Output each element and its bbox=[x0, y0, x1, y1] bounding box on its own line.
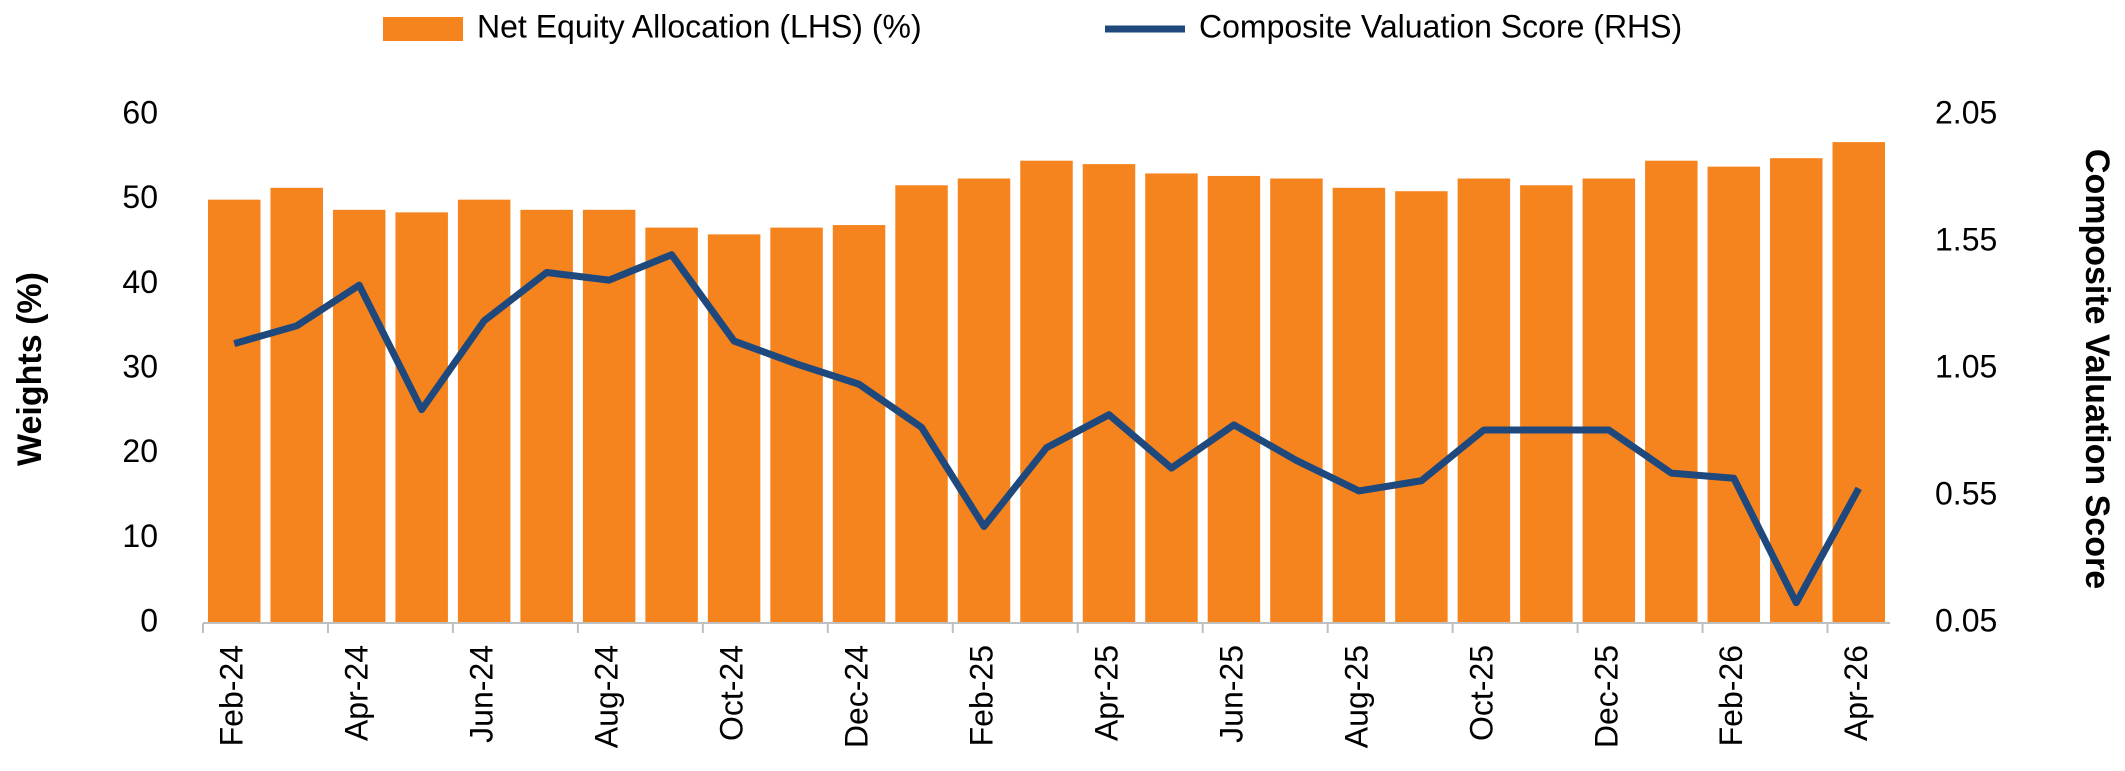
y2-tick-label: 1.05 bbox=[1935, 348, 1997, 384]
bar bbox=[332, 209, 386, 623]
y2-tick-label: 1.55 bbox=[1935, 221, 1997, 257]
bar bbox=[1270, 178, 1323, 623]
bar bbox=[1645, 160, 1698, 623]
bar bbox=[395, 212, 448, 623]
y-tick-label: 10 bbox=[122, 518, 158, 554]
bar bbox=[520, 209, 573, 623]
x-tick-label: Feb-24 bbox=[214, 645, 250, 746]
x-tick-label: Oct-25 bbox=[1463, 645, 1499, 741]
x-tick-label: Dec-24 bbox=[839, 645, 875, 748]
bar bbox=[270, 187, 323, 623]
y2-axis-title: Composite Valuation Score bbox=[2078, 149, 2116, 589]
y-tick-label: 60 bbox=[122, 94, 158, 130]
x-tick-label: Jun-24 bbox=[464, 645, 500, 743]
bar bbox=[1082, 164, 1136, 623]
legend-label: Net Equity Allocation (LHS) (%) bbox=[477, 8, 922, 44]
bar bbox=[1457, 178, 1511, 623]
bar bbox=[1145, 173, 1198, 624]
bar bbox=[1520, 185, 1573, 624]
x-tick-label: Apr-24 bbox=[339, 645, 375, 741]
bar bbox=[1020, 160, 1073, 623]
x-tick-label: Jun-25 bbox=[1213, 645, 1249, 743]
x-tick-label: Apr-26 bbox=[1838, 645, 1874, 741]
bar bbox=[457, 199, 511, 623]
y-tick-label: 0 bbox=[140, 602, 158, 638]
bar bbox=[1832, 142, 1886, 624]
x-tick-label: Oct-24 bbox=[714, 645, 750, 741]
bar bbox=[645, 227, 698, 623]
x-tick-label: Aug-24 bbox=[589, 645, 625, 748]
x-tick-label: Aug-25 bbox=[1338, 645, 1374, 748]
y-tick-label: 20 bbox=[122, 433, 158, 469]
legend-label: Composite Valuation Score (RHS) bbox=[1199, 8, 1682, 44]
y2-tick-label: 0.05 bbox=[1935, 602, 1997, 638]
bar bbox=[1395, 191, 1448, 623]
bar bbox=[707, 234, 761, 623]
bar bbox=[1770, 158, 1823, 623]
y-tick-label: 30 bbox=[122, 348, 158, 384]
bar bbox=[1332, 187, 1386, 623]
bar bbox=[895, 185, 948, 624]
bar bbox=[832, 225, 886, 624]
bar bbox=[1207, 175, 1261, 623]
line bbox=[233, 251, 1862, 607]
bar bbox=[1582, 178, 1636, 623]
y-axis-title: Weights (%) bbox=[11, 272, 49, 466]
x-tick-label: Apr-25 bbox=[1088, 645, 1124, 741]
y-tick-label: 50 bbox=[122, 179, 158, 215]
bar bbox=[1707, 166, 1761, 623]
bar bbox=[770, 227, 823, 623]
legend-swatch bbox=[383, 17, 463, 41]
y2-tick-label: 0.55 bbox=[1935, 475, 1997, 511]
y-tick-label: 40 bbox=[122, 264, 158, 300]
x-tick-label: Dec-25 bbox=[1588, 645, 1624, 748]
x-tick-label: Feb-26 bbox=[1713, 645, 1749, 746]
y2-tick-label: 2.05 bbox=[1935, 94, 1997, 130]
x-tick-label: Feb-25 bbox=[963, 645, 999, 746]
bar bbox=[957, 178, 1011, 623]
bar bbox=[207, 199, 261, 623]
